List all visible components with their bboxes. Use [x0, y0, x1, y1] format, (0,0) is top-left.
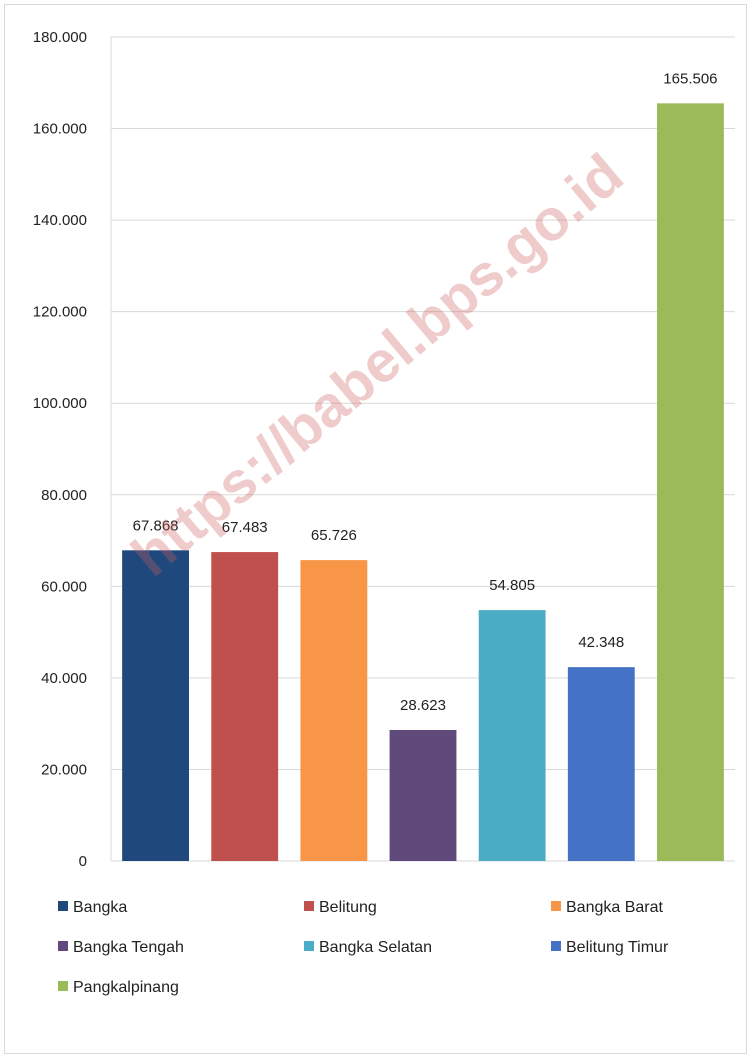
bars — [122, 103, 724, 861]
bar-bangka — [122, 550, 189, 861]
y-tick-label: 120.000 — [33, 304, 87, 321]
y-tick-label: 20.000 — [41, 761, 87, 778]
y-tick-label: 100.000 — [33, 395, 87, 412]
y-tick-label: 0 — [79, 853, 87, 870]
legend-label: Belitung — [319, 899, 377, 916]
data-label: 67.483 — [222, 519, 268, 536]
chart-frame: 0 20.000 40.000 60.000 80.000 100.000 120.000 1… — [4, 4, 747, 1054]
legend-label: Bangka — [73, 899, 127, 916]
legend-swatch — [58, 981, 68, 991]
data-label: 67.868 — [133, 517, 179, 534]
bar-bangka-barat — [300, 560, 368, 861]
y-tick-label: 140.000 — [33, 212, 87, 229]
bar-bangka-tengah — [389, 729, 457, 861]
bar-bangka-selatan — [478, 610, 546, 861]
legend-label: Bangka Barat — [566, 899, 664, 916]
legend-swatch — [58, 901, 68, 911]
legend-swatch — [58, 941, 68, 951]
data-label: 165.506 — [663, 70, 717, 87]
y-tick-label: 60.000 — [41, 578, 87, 595]
legend-swatch — [304, 901, 314, 911]
bar-belitung-timur — [567, 667, 635, 861]
data-label: 42.348 — [578, 634, 624, 651]
legend-label: Bangka Tengah — [73, 939, 184, 956]
y-tick-label: 160.000 — [33, 121, 87, 138]
legend: Bangka Belitung Bangka Barat Bangka Tengah B… — [58, 899, 669, 996]
y-tick-label: 80.000 — [41, 487, 87, 504]
data-labels: 67.868 67.483 65.726 28.623 54.805 42.348 165.… — [133, 70, 718, 714]
data-label: 65.726 — [311, 527, 357, 544]
legend-label: Belitung Timur — [566, 939, 669, 956]
bar-belitung — [211, 552, 279, 861]
watermark: https://babel.bps.go.id — [120, 141, 636, 588]
y-axis-tick-labels: 0 20.000 40.000 60.000 80.000 100.000 120.000 1… — [33, 29, 87, 870]
y-tick-label: 180.000 — [33, 29, 87, 46]
y-tick-label: 40.000 — [41, 670, 87, 687]
data-label: 28.623 — [400, 697, 446, 714]
legend-label: Bangka Selatan — [319, 939, 432, 956]
bar-pangkalpinang — [657, 103, 724, 861]
legend-label: Pangkalpinang — [73, 979, 179, 996]
bar-chart: 0 20.000 40.000 60.000 80.000 100.000 120.000 1… — [33, 29, 735, 996]
legend-swatch — [304, 941, 314, 951]
data-label: 54.805 — [489, 577, 535, 594]
legend-swatch — [551, 901, 561, 911]
legend-swatch — [551, 941, 561, 951]
